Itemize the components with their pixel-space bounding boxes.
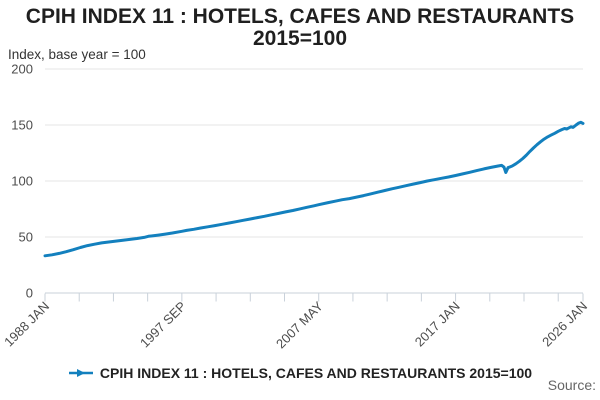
legend-line-marker xyxy=(68,369,93,377)
y-tick-label: 200 xyxy=(11,62,33,77)
y-tick-label: 150 xyxy=(11,118,33,133)
chart-title-line1: CPIH INDEX 11 : HOTELS, CAFES AND RESTAU… xyxy=(25,5,575,28)
series-line[interactable] xyxy=(43,120,585,258)
x-tick-label: 2007 MAY xyxy=(273,298,326,351)
y-tick-label: 50 xyxy=(19,230,33,245)
chart-title-line2: 2015=100 xyxy=(252,27,348,50)
source-label: Source: xyxy=(547,377,596,393)
y-tick-label: 100 xyxy=(11,174,33,189)
y-axis-unit-label: Index, base year = 100 xyxy=(8,47,146,62)
chart-title: CPIH INDEX 11 : HOTELS, CAFES AND RESTAU… xyxy=(0,6,600,50)
x-tick-label: 2026 JAN xyxy=(539,299,590,350)
x-tick-label: 2017 JAN xyxy=(412,299,463,350)
x-tick-label: 1988 JAN xyxy=(1,299,52,350)
legend-marker-arrow-icon xyxy=(76,369,85,377)
legend-label: CPIH INDEX 11 : HOTELS, CAFES AND RESTAU… xyxy=(99,365,533,381)
legend[interactable]: CPIH INDEX 11 : HOTELS, CAFES AND RESTAU… xyxy=(0,362,600,384)
x-tick-label: 1997 SEP xyxy=(137,299,189,351)
y-tick-label: 0 xyxy=(26,286,33,301)
